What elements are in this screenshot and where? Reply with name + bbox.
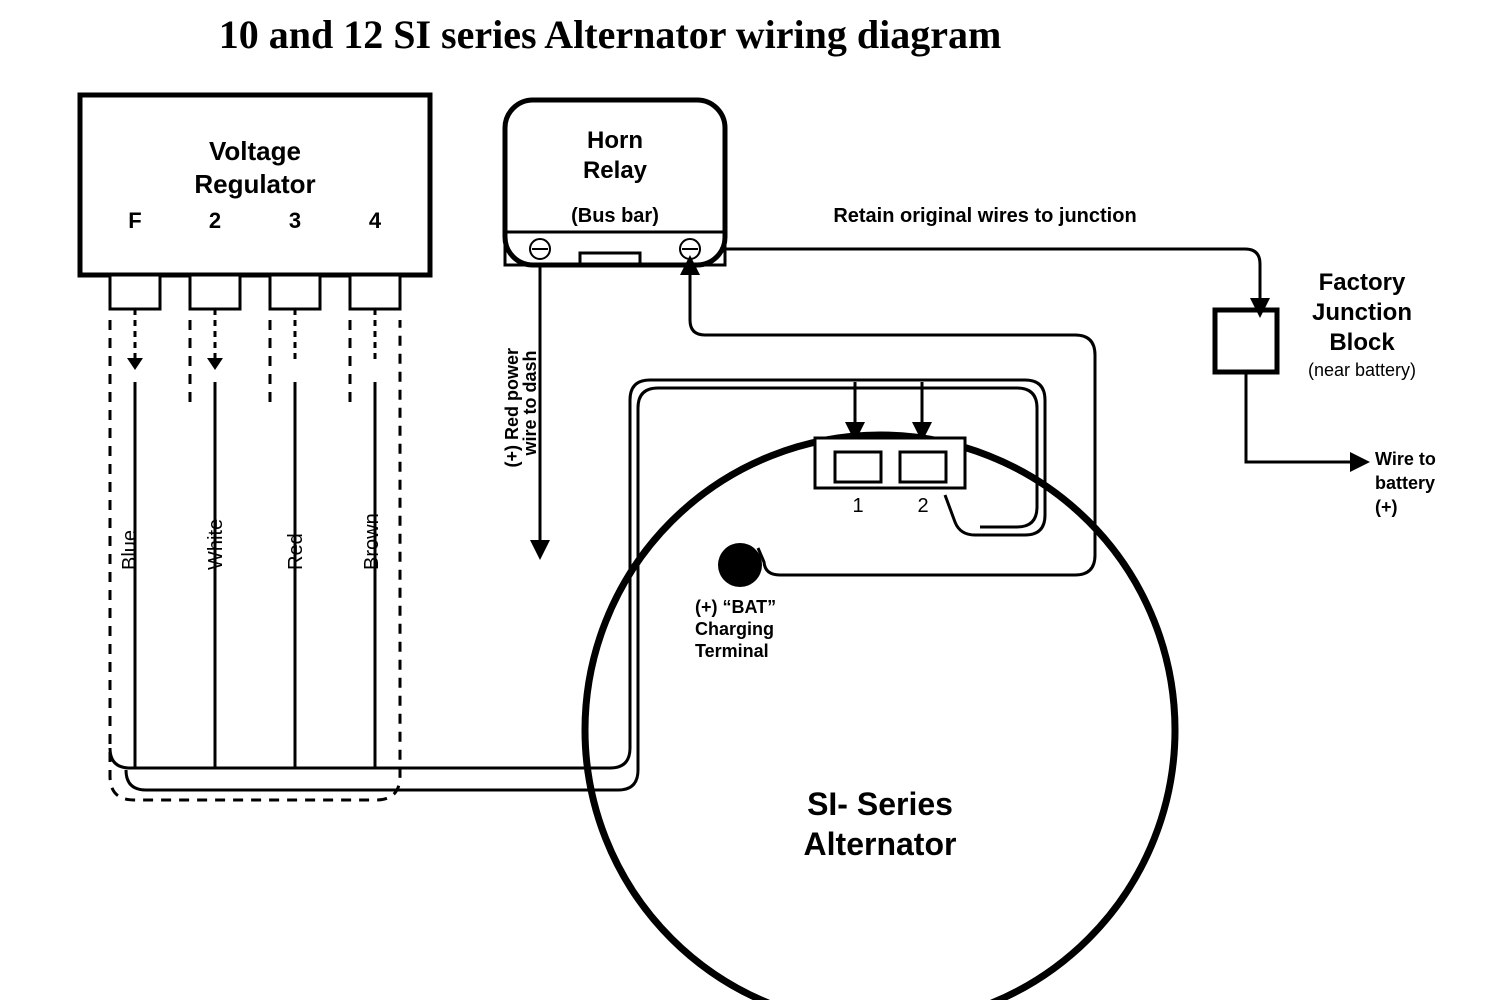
vr-wire-color-brown: Brown	[361, 513, 383, 570]
vr-bottom-bus-inner	[126, 770, 540, 790]
alternator-pin-1-label: 1	[852, 495, 863, 517]
factory-junction-block: Factory Junction Block (near battery) Wi…	[1215, 269, 1436, 517]
wire-bus-to-bat	[690, 265, 1095, 575]
vr-wire-color-white: White	[205, 519, 227, 570]
alternator: SI- Series Alternator 1 2 (+) “BAT” Char…	[585, 435, 1175, 1000]
wire-to-battery-label-3: (+)	[1375, 497, 1398, 517]
voltage-regulator: Voltage Regulator F 2 3 4 Blue White Red Brown	[80, 95, 540, 800]
wiring-diagram: 10 and 12 SI series Alternator wiring di…	[0, 0, 1500, 1000]
diagram-title: 10 and 12 SI series Alternator wiring di…	[219, 12, 1002, 57]
wire-bus-to-junction	[720, 249, 1260, 308]
vr-terminal-box-3	[270, 275, 320, 309]
junction-label-4: (near battery)	[1308, 360, 1416, 380]
horn-relay: Horn Relay (Bus bar)	[505, 100, 725, 265]
vr-terminal-label-2: 2	[209, 208, 221, 233]
wire-to-battery-arrow	[1246, 372, 1360, 462]
junction-label-2: Junction	[1312, 299, 1412, 326]
vr-wire-stubs	[127, 309, 375, 750]
voltage-regulator-label-1: Voltage	[209, 136, 301, 166]
horn-relay-label-2: Relay	[583, 157, 648, 184]
bus-bar-label: (Bus bar)	[571, 205, 659, 227]
bat-terminal-dot	[718, 543, 762, 587]
bat-label-1: (+) “BAT”	[695, 597, 776, 617]
alternator-pin-2-label: 2	[917, 495, 928, 517]
vr-terminal-label-3: 3	[289, 208, 301, 233]
vr-wire-color-blue: Blue	[119, 530, 141, 570]
vr-wire-color-red: Red	[285, 533, 307, 570]
bus-bar-screws	[530, 239, 700, 259]
red-power-label-1: (+) Red power	[502, 348, 522, 468]
alternator-pin-2	[900, 452, 946, 482]
junction-block-body	[1215, 310, 1277, 372]
vr-wire-arrow-1	[207, 358, 223, 370]
vr-terminal-label-4: 4	[369, 208, 382, 233]
vr-dashed-loop	[110, 320, 400, 800]
vr-terminal-labels: F 2 3 4	[128, 208, 382, 233]
alternator-label-1: SI- Series	[807, 786, 953, 822]
vr-terminal-box-f	[110, 275, 160, 309]
wire-to-battery-label-1: Wire to	[1375, 449, 1436, 469]
alternator-pin-1	[835, 452, 881, 482]
alternator-label-2: Alternator	[804, 826, 957, 862]
wire-to-battery-label-2: battery	[1375, 473, 1435, 493]
vr-terminal-boxes	[110, 275, 400, 309]
red-power-label-2: wire to dash	[520, 350, 540, 456]
junction-label-1: Factory	[1319, 269, 1406, 296]
vr-bottom-bus-outer	[110, 748, 540, 768]
vr-terminal-box-4	[350, 275, 400, 309]
red-power-wire: (+) Red power wire to dash	[502, 265, 540, 550]
vr-terminal-box-2	[190, 275, 240, 309]
retain-wires-label: Retain original wires to junction	[833, 205, 1136, 227]
vr-wire-labels: Blue White Red Brown	[119, 513, 383, 570]
alternator-body	[585, 435, 1175, 1000]
bat-label-3: Terminal	[695, 641, 769, 661]
junction-label-3: Block	[1329, 329, 1395, 356]
bat-label-2: Charging	[695, 619, 774, 639]
vr-terminal-label-f: F	[128, 208, 141, 233]
vr-wire-arrow-0	[127, 358, 143, 370]
voltage-regulator-label-2: Regulator	[194, 169, 315, 199]
horn-relay-label-1: Horn	[587, 127, 643, 154]
